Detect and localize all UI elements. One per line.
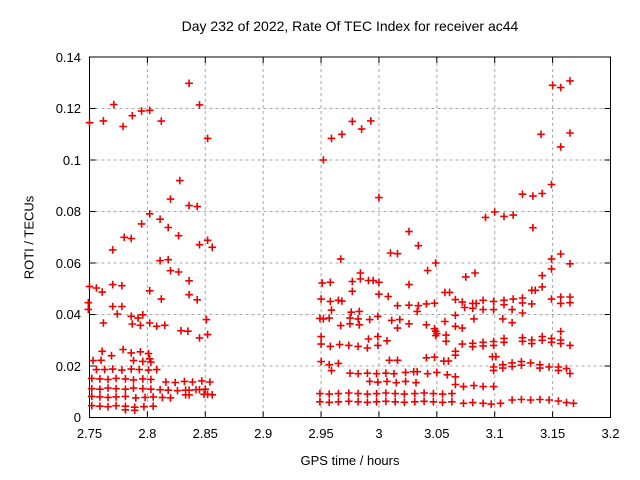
data-points [84,77,578,415]
y-tick-label: 0.04 [55,307,81,322]
y-tick-label: 0 [73,410,81,425]
x-tick-label: 3 [375,425,383,441]
chart-title: Day 232 of 2022, Rate Of TEC Index for r… [181,18,519,34]
x-tick-label: 2.85 [192,425,218,441]
x-tick-label: 3.05 [424,425,450,441]
x-tick-label: 2.8 [138,425,157,441]
x-tick-label: 3.15 [539,425,566,441]
y-tick-label: 0.1 [62,152,81,168]
x-tick-label: 2.9 [254,425,273,441]
x-axis-label: GPS time / hours [300,453,400,468]
x-tick-label: 3.1 [485,425,504,441]
y-tick-label: 0.12 [55,101,81,116]
y-tick-label: 0.02 [55,358,81,374]
y-tick-label: 0.14 [55,49,81,65]
x-tick-label: 3.2 [601,425,620,441]
x-tick-label: 2.75 [76,425,103,441]
plot-border [89,56,611,418]
y-tick-label: 0.08 [55,204,81,219]
x-tick-label: 2.95 [308,425,334,441]
y-tick-label: 0.06 [55,255,81,271]
